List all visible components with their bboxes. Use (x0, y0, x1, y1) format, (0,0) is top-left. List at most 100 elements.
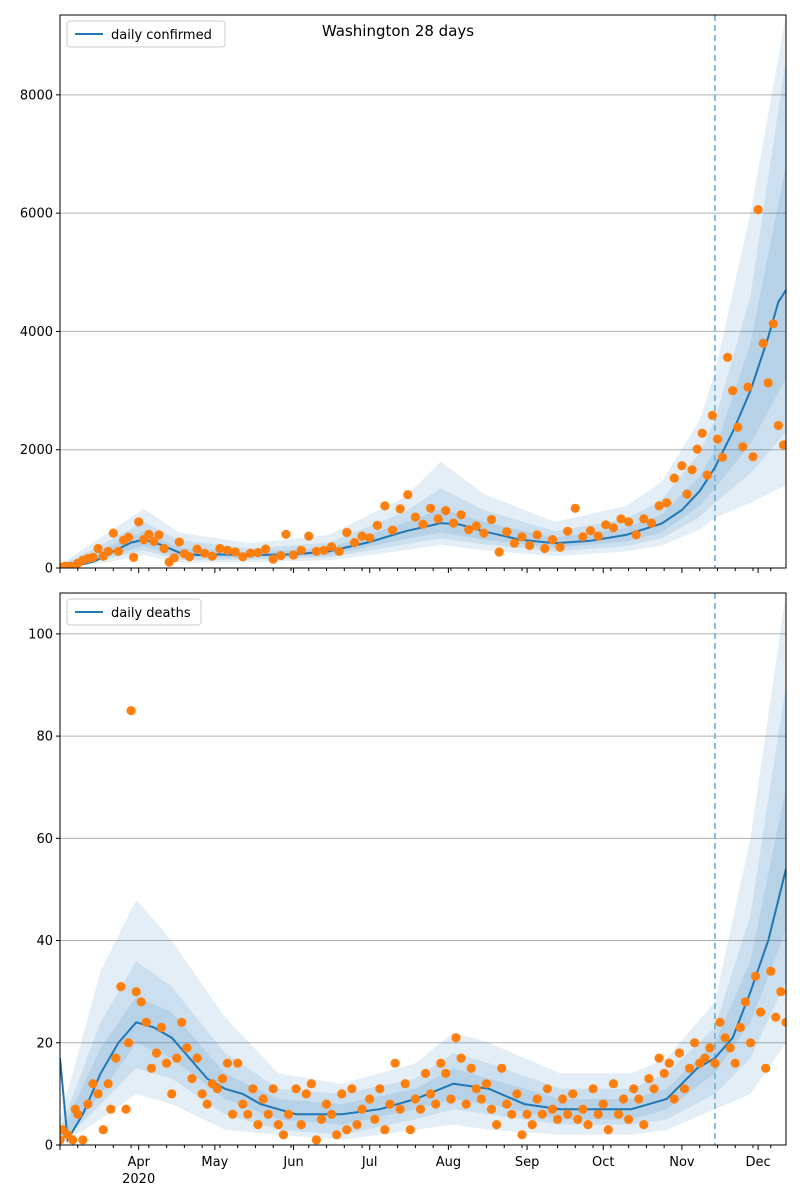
observed-point (192, 1053, 202, 1063)
observed-point (103, 546, 113, 557)
observed-point (347, 1084, 357, 1094)
observed-point (601, 520, 611, 530)
observed-point (68, 1135, 78, 1145)
y-tick-label: 80 (36, 730, 53, 745)
observed-point (624, 517, 634, 527)
observed-point (740, 997, 751, 1007)
observed-point (141, 1017, 151, 1027)
observed-point (563, 1109, 573, 1119)
observed-point (616, 514, 626, 524)
observed-point (301, 1089, 311, 1099)
observed-point (481, 1079, 492, 1089)
observed-point (418, 519, 428, 529)
observed-point (537, 1109, 547, 1119)
observed-point (319, 545, 329, 555)
observed-point (745, 1038, 756, 1048)
y-tick-label: 0 (45, 562, 53, 577)
observed-point (692, 444, 702, 454)
observed-point (720, 1033, 730, 1043)
observed-point (60, 1135, 65, 1145)
observed-point (230, 547, 240, 557)
observed-point (730, 1058, 740, 1068)
observed-point (116, 982, 126, 992)
observed-point (431, 1099, 441, 1109)
observed-point (273, 1120, 283, 1130)
observed-point (598, 1099, 608, 1109)
observed-point (311, 546, 321, 557)
observed-point (108, 528, 118, 538)
observed-point (385, 1099, 395, 1109)
observed-point (238, 552, 248, 562)
observed-point (563, 526, 573, 536)
x-tick-label: Jul (361, 1155, 378, 1170)
observed-point (123, 532, 134, 542)
x-tick-label: Apr (127, 1155, 150, 1170)
observed-point (258, 1094, 268, 1104)
observed-point (288, 550, 299, 560)
y-tick-label: 8000 (20, 88, 53, 103)
observed-point (146, 1063, 156, 1073)
observed-point (527, 1120, 537, 1130)
observed-point (159, 543, 169, 554)
observed-point (177, 1017, 187, 1027)
observed-point (283, 1109, 294, 1119)
observed-point (486, 1104, 497, 1114)
observed-point (334, 546, 344, 557)
observed-point (522, 1109, 532, 1119)
observed-point (723, 352, 733, 362)
observed-point (403, 490, 413, 500)
observed-point (238, 1099, 248, 1109)
observed-point (748, 452, 758, 462)
observed-point (700, 1053, 710, 1063)
observed-point (182, 1043, 192, 1053)
observed-point (149, 536, 159, 547)
observed-point (603, 1125, 613, 1135)
observed-point (73, 1109, 83, 1119)
y-tick-label: 40 (36, 934, 53, 949)
x-tick-label: Dec (745, 1155, 770, 1170)
observed-point (441, 1068, 451, 1078)
x-tick-label: Jun (282, 1155, 303, 1170)
observed-point (395, 504, 405, 514)
observed-point (311, 1135, 321, 1145)
y-tick-label: 100 (28, 627, 53, 642)
observed-point (400, 1079, 410, 1089)
observed-point (712, 434, 723, 444)
observed-point (126, 706, 136, 716)
observed-point (410, 512, 420, 522)
observed-point (738, 442, 748, 452)
observed-point (540, 543, 550, 554)
uncertainty-band-outer (60, 15, 786, 568)
observed-point (151, 1048, 162, 1058)
observed-point (380, 1125, 390, 1135)
observed-point (705, 1043, 715, 1053)
x-tick-label: Aug (436, 1155, 461, 1170)
observed-point (245, 548, 255, 558)
observed-point (370, 1114, 380, 1124)
observed-point (207, 551, 217, 561)
observed-point (743, 382, 753, 392)
observed-point (659, 1068, 669, 1078)
observed-point (88, 1079, 98, 1089)
observed-point (395, 1104, 405, 1114)
confirmed-panel: 0 2000 4000 6000 8000 daily confirmed (20, 14, 787, 577)
y-tick-label: 2000 (20, 443, 53, 458)
observed-point (585, 526, 596, 536)
uncertainty-band-outer (60, 593, 786, 1145)
observed-point (677, 461, 687, 471)
observed-point (420, 1068, 431, 1078)
plot-area (60, 15, 786, 568)
observed-point (758, 338, 768, 348)
observed-point (509, 538, 519, 548)
observed-point (217, 1074, 228, 1084)
observed-point (781, 1017, 786, 1027)
observed-point (555, 542, 565, 552)
observed-point (639, 514, 649, 524)
observed-point (631, 530, 641, 540)
observed-point (466, 1063, 476, 1073)
observed-point (375, 1084, 385, 1094)
observed-point (710, 1058, 720, 1068)
observed-point (357, 1104, 367, 1114)
observed-point (243, 1109, 253, 1119)
legend: daily deaths (66, 598, 202, 626)
